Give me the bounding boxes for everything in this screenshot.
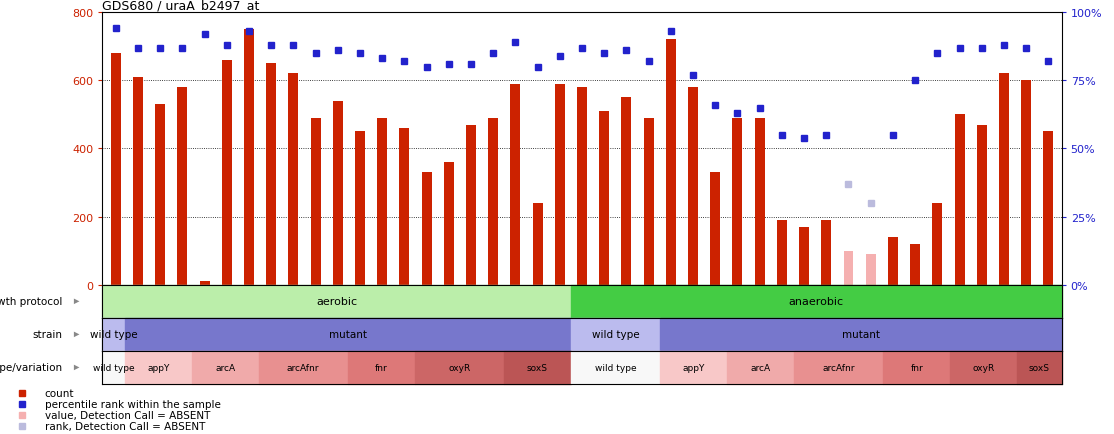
- Bar: [177, 88, 187, 285]
- Text: count: count: [45, 388, 74, 398]
- Text: strain: strain: [32, 330, 62, 339]
- Bar: [950, 351, 1017, 384]
- Bar: [883, 351, 950, 384]
- Bar: [711, 173, 721, 285]
- Bar: [289, 74, 299, 285]
- Text: fnr: fnr: [910, 363, 924, 372]
- Bar: [821, 220, 831, 285]
- Text: anaerobic: anaerobic: [789, 297, 843, 306]
- Text: soxS: soxS: [527, 363, 548, 372]
- Text: wild type: wild type: [92, 363, 135, 372]
- Bar: [192, 351, 258, 384]
- Text: rank, Detection Call = ABSENT: rank, Detection Call = ABSENT: [45, 421, 205, 431]
- Bar: [599, 112, 609, 285]
- Bar: [102, 285, 570, 318]
- Bar: [355, 132, 365, 285]
- Bar: [125, 351, 192, 384]
- Bar: [348, 351, 414, 384]
- Bar: [110, 54, 120, 285]
- Bar: [570, 318, 661, 351]
- Bar: [400, 128, 410, 285]
- Bar: [570, 285, 1062, 318]
- Bar: [125, 318, 570, 351]
- Bar: [222, 61, 232, 285]
- Bar: [799, 227, 809, 285]
- Bar: [510, 85, 520, 285]
- Bar: [977, 125, 987, 285]
- Bar: [843, 251, 853, 285]
- Bar: [910, 244, 920, 285]
- Bar: [644, 118, 654, 285]
- Bar: [555, 85, 565, 285]
- Text: wild type: wild type: [90, 330, 137, 339]
- Bar: [932, 204, 942, 285]
- Bar: [661, 318, 1062, 351]
- Bar: [570, 351, 661, 384]
- Text: arcA: arcA: [751, 363, 771, 372]
- Text: arcAfnr: arcAfnr: [822, 363, 854, 372]
- Text: percentile rank within the sample: percentile rank within the sample: [45, 399, 221, 409]
- Text: value, Detection Call = ABSENT: value, Detection Call = ABSENT: [45, 410, 209, 420]
- Bar: [577, 88, 587, 285]
- Bar: [661, 351, 727, 384]
- Bar: [1044, 132, 1054, 285]
- Bar: [333, 102, 343, 285]
- Bar: [866, 254, 876, 285]
- Bar: [622, 98, 632, 285]
- Bar: [727, 351, 794, 384]
- Bar: [102, 351, 125, 384]
- Bar: [422, 173, 431, 285]
- Bar: [199, 282, 209, 285]
- Bar: [776, 220, 786, 285]
- Text: mutant: mutant: [329, 330, 367, 339]
- Bar: [999, 74, 1009, 285]
- Bar: [102, 318, 125, 351]
- Bar: [1017, 351, 1062, 384]
- Bar: [378, 118, 388, 285]
- Text: wild type: wild type: [595, 363, 636, 372]
- Bar: [155, 105, 165, 285]
- Bar: [244, 30, 254, 285]
- Text: arcAfnr: arcAfnr: [287, 363, 320, 372]
- Bar: [733, 118, 742, 285]
- Text: fnr: fnr: [375, 363, 388, 372]
- Bar: [754, 118, 764, 285]
- Bar: [504, 351, 570, 384]
- Text: appY: appY: [683, 363, 705, 372]
- Text: genotype/variation: genotype/variation: [0, 363, 62, 372]
- Bar: [311, 118, 321, 285]
- Text: GDS680 / uraA_b2497_at: GDS680 / uraA_b2497_at: [102, 0, 260, 12]
- Bar: [266, 64, 276, 285]
- Bar: [1022, 81, 1032, 285]
- Text: arcA: arcA: [215, 363, 235, 372]
- Bar: [414, 351, 504, 384]
- Text: appY: appY: [147, 363, 169, 372]
- Bar: [955, 115, 965, 285]
- Bar: [258, 351, 348, 384]
- Text: oxyR: oxyR: [973, 363, 995, 372]
- Bar: [666, 40, 676, 285]
- Text: aerobic: aerobic: [316, 297, 358, 306]
- Text: wild type: wild type: [592, 330, 639, 339]
- Bar: [133, 78, 143, 285]
- Bar: [443, 163, 453, 285]
- Bar: [888, 237, 898, 285]
- Bar: [488, 118, 498, 285]
- Text: growth protocol: growth protocol: [0, 297, 62, 306]
- Bar: [794, 351, 883, 384]
- Text: mutant: mutant: [842, 330, 880, 339]
- Bar: [688, 88, 698, 285]
- Text: soxS: soxS: [1029, 363, 1049, 372]
- Bar: [466, 125, 476, 285]
- Text: oxyR: oxyR: [448, 363, 470, 372]
- Bar: [532, 204, 543, 285]
